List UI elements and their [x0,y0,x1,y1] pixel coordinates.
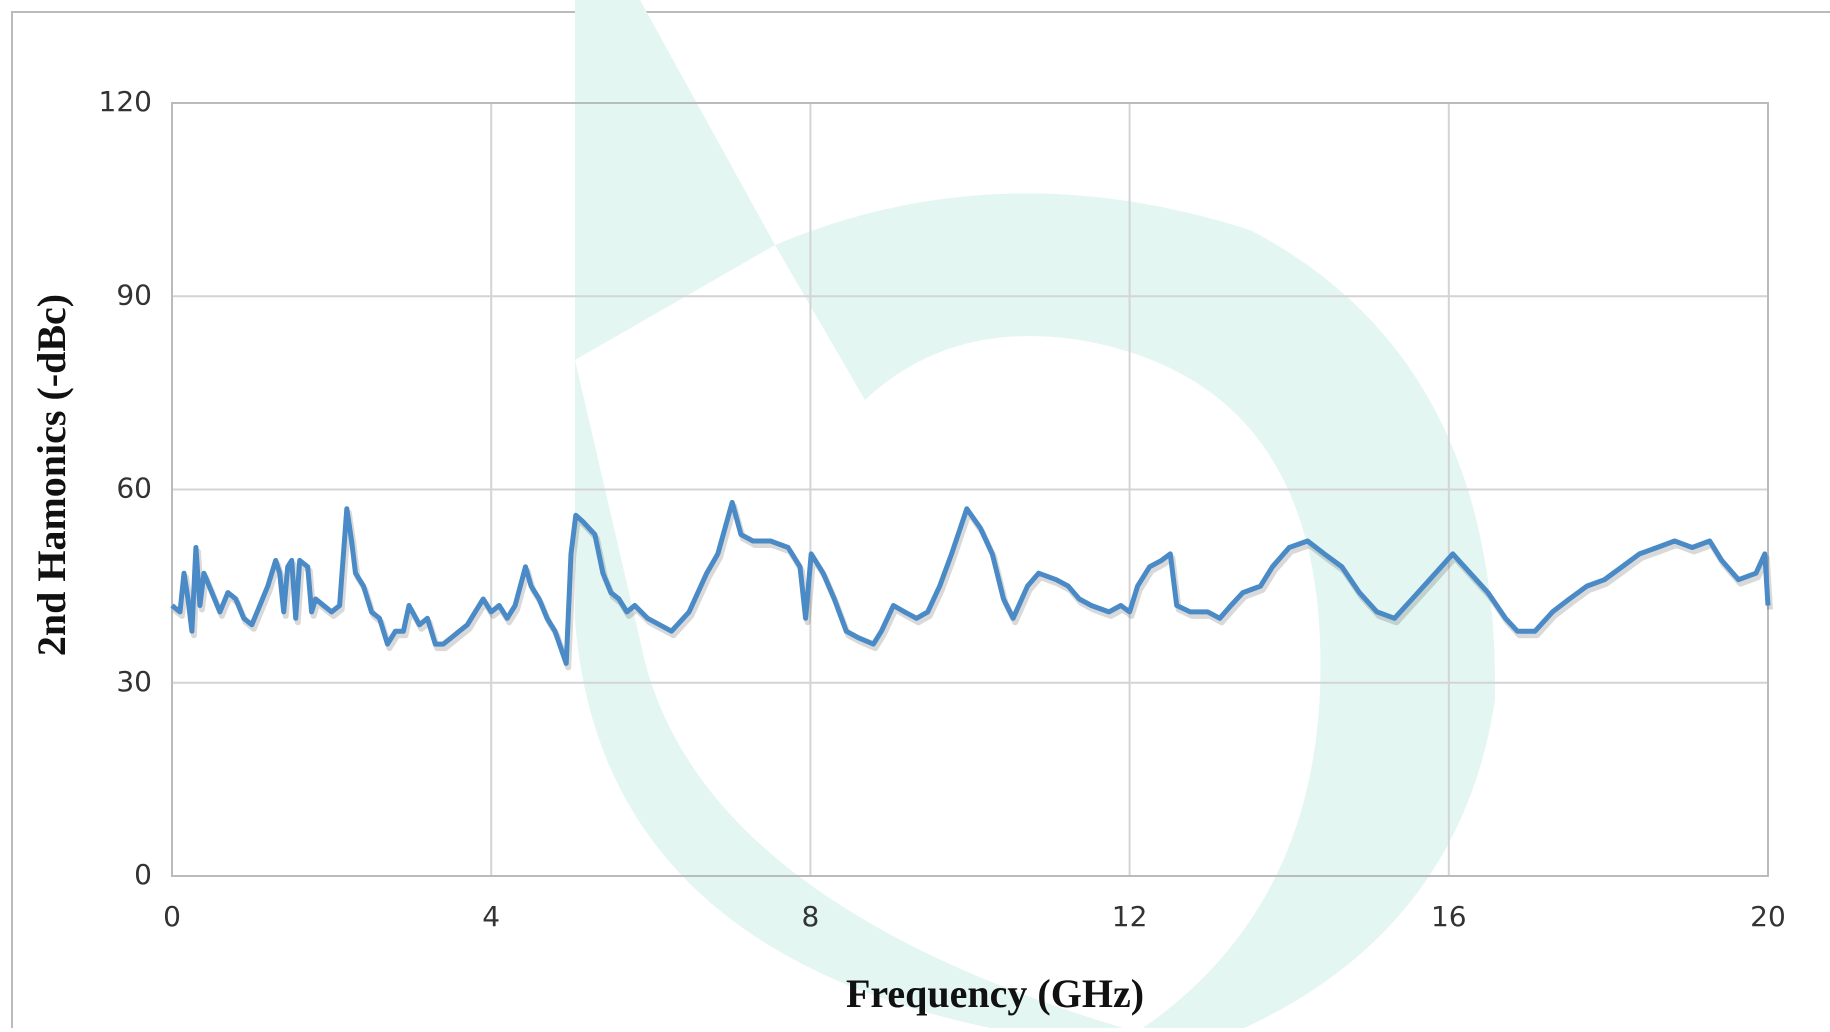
y-tick-label: 30 [116,665,152,698]
plot-border [171,102,1769,877]
y-tick-label: 120 [99,85,152,118]
watermark-arc [575,360,1130,1030]
x-tick-label: 4 [482,900,500,933]
y-tick-label: 0 [134,858,152,891]
y-tick-label: 90 [116,278,152,311]
x-tick-label: 20 [1750,900,1786,933]
y-axis-title: 2nd Hamonics (-dBc) [29,294,74,656]
y-tick-label: 60 [116,472,152,505]
watermark-stroke [575,0,775,360]
watermark-ring [775,193,1496,1030]
data-line [170,499,1771,666]
line-shadow [172,503,1773,671]
x-tick-label: 12 [1112,900,1148,933]
x-tick-label: 16 [1431,900,1467,933]
x-tick-label: 8 [801,900,819,933]
frame [11,11,1830,1032]
watermark [575,0,1496,1030]
x-axis-title: Frequency (GHz) [846,971,1144,1016]
x-tick-label: 0 [163,900,181,933]
